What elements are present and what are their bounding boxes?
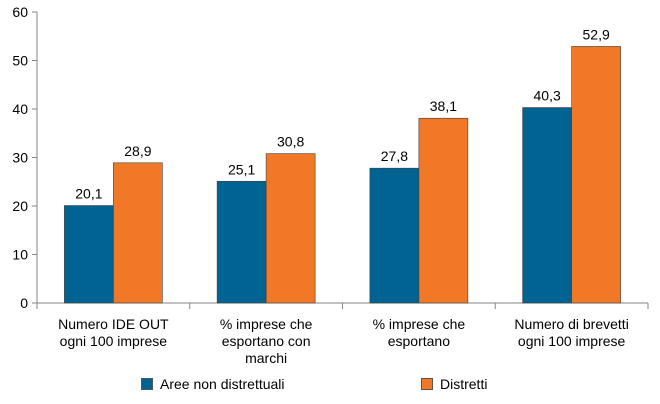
bar-value-label: 52,9 (583, 26, 610, 42)
bar-series-1 (64, 205, 114, 304)
legend-label-series-2: Distretti (440, 376, 488, 392)
bar-value-label: 20,1 (75, 186, 102, 202)
x-category-label: % imprese che (373, 316, 466, 332)
legend-item-series-1: Aree non distrettuali (141, 376, 285, 392)
legend-swatch-series-2 (421, 378, 433, 390)
y-tick-label: 40 (12, 101, 28, 117)
x-category-label: esportano con (222, 333, 311, 349)
bar-value-label: 40,3 (534, 88, 561, 104)
y-tick-label: 20 (12, 198, 28, 214)
bar-series-1 (216, 180, 267, 304)
x-category-label: ogni 100 imprese (518, 333, 626, 349)
bar-value-label: 27,8 (381, 148, 408, 164)
bar-series-2 (571, 46, 621, 304)
y-tick-label: 10 (12, 247, 28, 263)
bar-series-2 (113, 162, 163, 304)
x-category-label: ogni 100 imprese (60, 333, 168, 349)
x-category-label: Numero IDE OUT (58, 316, 169, 332)
x-category-label: marchi (245, 350, 287, 366)
bar-value-label: 38,1 (430, 98, 457, 114)
legend-label-series-1: Aree non distrettuali (160, 376, 285, 392)
legend-swatch-series-1 (141, 378, 153, 390)
bar-value-label: 25,1 (228, 161, 255, 177)
x-category-label: esportano (388, 333, 450, 349)
y-tick-label: 60 (12, 4, 28, 20)
bar-value-label: 30,8 (277, 134, 304, 150)
bar-series-2 (265, 153, 316, 304)
x-category-label: Numero di brevetti (514, 316, 628, 332)
x-category-label: % imprese che (220, 316, 313, 332)
bar-series-2 (418, 117, 469, 304)
y-tick-label: 30 (12, 150, 28, 166)
y-tick-label: 50 (12, 53, 28, 69)
bar-value-label: 28,9 (124, 143, 151, 159)
bar-series-1 (522, 107, 572, 304)
chart-legend: Aree non distrettuali Distretti (0, 376, 660, 398)
chart-bars (64, 46, 621, 304)
y-tick-label: 0 (20, 295, 28, 311)
bar-series-1 (369, 167, 420, 304)
legend-item-series-2: Distretti (421, 376, 487, 392)
